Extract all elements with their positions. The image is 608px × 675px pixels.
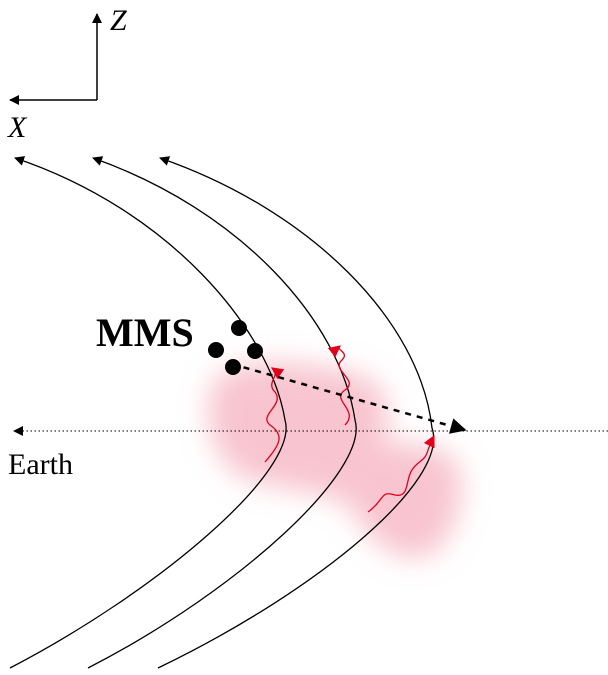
- mms-label: MMS: [96, 310, 194, 355]
- earth-label: Earth: [8, 448, 73, 481]
- field-lines: [9, 156, 435, 669]
- field-line-1: [9, 156, 287, 669]
- mms-spacecraft: [208, 320, 263, 375]
- spacecraft-dot: [208, 342, 224, 358]
- spacecraft-dot: [231, 320, 247, 336]
- wave-1: [264, 367, 285, 463]
- spacecraft-dot: [247, 343, 263, 359]
- wave-2: [327, 345, 350, 426]
- trajectory: [231, 362, 467, 434]
- wave-region: [208, 362, 461, 558]
- field-line-3: [157, 156, 435, 669]
- x-axis-label: X: [7, 111, 28, 144]
- coordinate-axes: Z X: [7, 4, 127, 144]
- field-line-2: [87, 156, 357, 669]
- waves: [264, 345, 435, 513]
- z-axis-label: Z: [110, 4, 127, 37]
- spacecraft-dot: [225, 359, 241, 375]
- wave-3: [367, 434, 435, 513]
